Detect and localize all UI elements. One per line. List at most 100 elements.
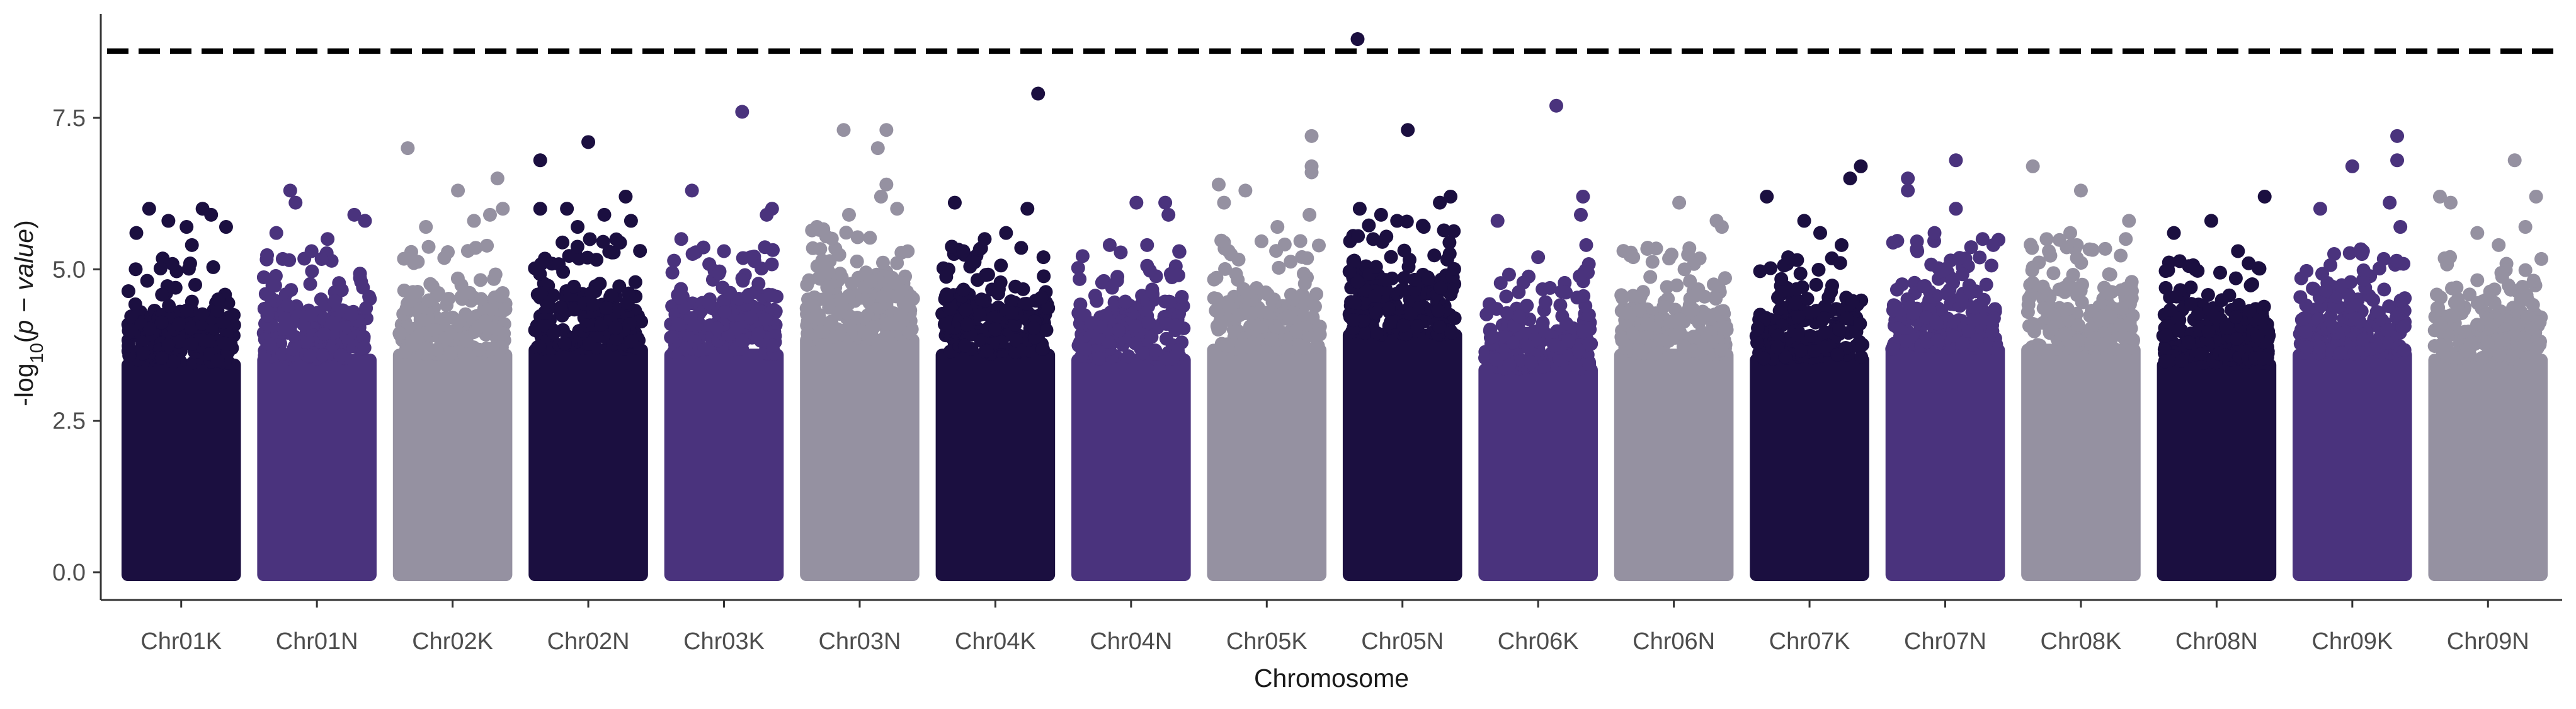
outlier-point-Chr06N <box>1626 250 1641 265</box>
band-point <box>1213 314 1228 328</box>
band-point <box>443 346 458 360</box>
band-point <box>2312 340 2327 354</box>
band-point <box>1292 338 1307 353</box>
outlier-point-Chr05K <box>1211 177 1226 192</box>
band-point <box>903 326 917 340</box>
band-point <box>195 307 210 321</box>
band-point <box>751 326 766 341</box>
band-point <box>2470 273 2485 287</box>
band-point <box>1396 318 1411 333</box>
band-point <box>1648 347 1663 361</box>
band-bulk-Chr04K <box>935 349 1056 581</box>
band-point <box>1236 282 1251 296</box>
band-point <box>2098 241 2112 256</box>
band-point <box>2060 240 2074 255</box>
band-bulk-Chr06N <box>1614 349 1734 581</box>
band-point <box>1753 264 1767 279</box>
band-point <box>357 340 372 355</box>
band-point <box>2344 275 2358 289</box>
band-point <box>1954 294 1969 308</box>
band-point <box>1209 270 1224 285</box>
band-point <box>2220 321 2234 335</box>
band-point <box>832 248 846 262</box>
band-point <box>2480 335 2495 350</box>
band-point <box>316 348 330 362</box>
band-point <box>1979 277 1993 292</box>
band-point <box>1505 335 1520 350</box>
outlier-point-Chr06N <box>1714 220 1729 234</box>
band-point <box>744 310 758 325</box>
outlier-point-Chr08K <box>2073 183 2088 198</box>
band-point <box>2039 232 2054 246</box>
band-point <box>469 241 483 255</box>
outlier-point-Chr01N <box>269 226 283 240</box>
outlier-point-Chr03K <box>717 244 731 258</box>
band-point <box>765 257 779 272</box>
band-point <box>2113 318 2128 333</box>
band-point <box>937 317 952 331</box>
band-point <box>2315 267 2330 281</box>
outlier-point-Chr01N <box>304 244 319 258</box>
band-point <box>1818 325 1832 340</box>
band-point <box>1260 306 1274 320</box>
outlier-point-Chr05K <box>1304 129 1319 143</box>
band-point <box>1272 260 1286 275</box>
band-point <box>1112 323 1126 338</box>
band-point <box>459 333 474 348</box>
band-point <box>1264 332 1279 347</box>
outlier-point-Chr02N <box>618 189 633 204</box>
chromosome-band-Chr04N <box>1071 245 1191 581</box>
band-point <box>2107 342 2122 356</box>
band-point <box>1397 271 1411 285</box>
x-tick-label: Chr09K <box>2311 628 2393 655</box>
band-point <box>1237 338 1251 352</box>
band-point <box>1105 280 1119 295</box>
outlier-point-Chr08K <box>2063 226 2077 240</box>
band-point <box>534 257 549 272</box>
outlier-point-Chr05K <box>1217 195 1231 210</box>
band-point <box>450 271 465 285</box>
band-point <box>2475 350 2489 365</box>
outlier-point-Chr02N <box>597 207 612 222</box>
band-point <box>1576 324 1591 338</box>
outlier-point-Chr04N <box>1129 195 1144 210</box>
band-point <box>334 283 349 297</box>
band-point <box>2390 253 2404 268</box>
band-point <box>1350 275 1365 289</box>
band-point <box>620 296 634 310</box>
band-point <box>2162 354 2176 368</box>
band-point <box>162 299 176 313</box>
outlier-point-Chr04K <box>977 232 992 246</box>
band-point <box>1553 298 1568 313</box>
band-point <box>1502 267 1516 282</box>
band-point <box>1433 280 1448 295</box>
outlier-point-Chr08K <box>2122 214 2136 228</box>
band-point <box>1955 267 1969 282</box>
outlier-point-Chr08N <box>2188 262 2203 277</box>
band-point <box>1254 234 1268 248</box>
outlier-point-Chr01N <box>321 232 335 246</box>
band-point <box>1091 351 1106 366</box>
band-point <box>2124 275 2139 289</box>
band-point <box>1282 309 1296 324</box>
band-point <box>353 267 367 281</box>
band-point <box>2174 354 2189 368</box>
band-point <box>168 280 183 295</box>
chromosome-band-Chr03N <box>799 222 920 581</box>
band-point <box>1313 327 1327 342</box>
band-point <box>2369 304 2384 319</box>
outlier-point-Chr09N <box>2443 195 2458 210</box>
band-point <box>945 239 959 254</box>
band-point <box>474 292 488 306</box>
outlier-point-Chr01N <box>288 195 303 210</box>
band-point <box>2487 282 2502 297</box>
band-bulk-Chr03K <box>664 349 784 581</box>
band-point <box>442 291 456 306</box>
band-point <box>2213 265 2228 280</box>
band-point <box>1170 343 1185 357</box>
band-bulk-Chr05K <box>1207 343 1327 581</box>
outlier-point-Chr05N <box>1374 207 1388 222</box>
band-point <box>276 322 291 337</box>
band-point <box>472 342 487 357</box>
band-point <box>1037 269 1051 284</box>
